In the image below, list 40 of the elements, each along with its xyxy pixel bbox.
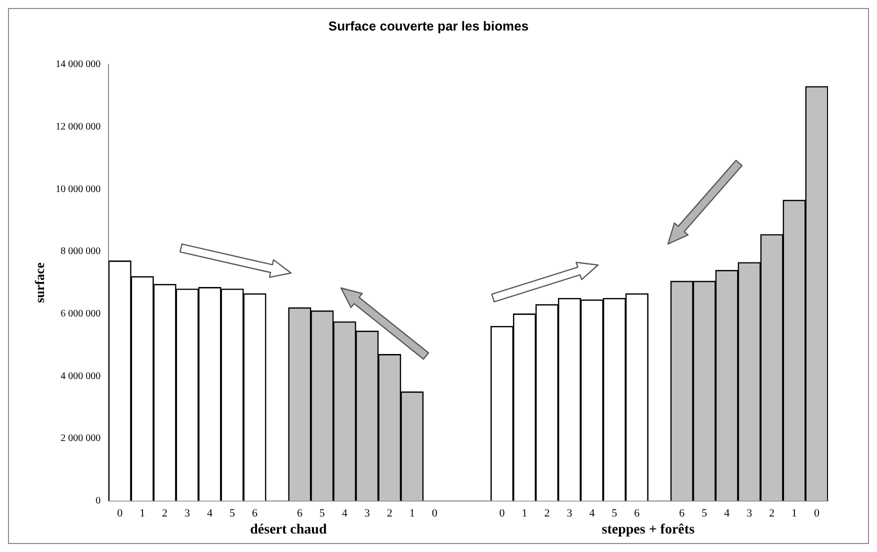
x-tick-label: 1 (522, 507, 528, 520)
y-tick-label: 12 000 000 (56, 122, 101, 133)
y-tick-label: 8 000 000 (60, 246, 101, 258)
x-tick-label: 0 (432, 507, 438, 520)
x-tick-label: 6 (634, 507, 640, 520)
y-tick-label: 6 000 000 (60, 308, 101, 320)
y-tick-label: 4 000 000 (60, 370, 101, 382)
x-tick-label: 4 (724, 507, 730, 520)
x-tick-label: 5 (319, 507, 326, 520)
x-tick-label: 0 (499, 507, 506, 520)
text: steppes + forêts (602, 522, 696, 538)
y-tick-label: 10 000 000 (56, 184, 101, 195)
x-tick-label: 6 (296, 507, 303, 520)
x-tick-label: 2 (162, 507, 168, 520)
text: désert chaud (250, 522, 327, 538)
x-tick-label: 3 (364, 507, 370, 520)
x-tick-label: 1 (792, 507, 798, 520)
y-tick-label: 14 000 000 (56, 59, 101, 70)
x-tick-label: 6 (252, 507, 258, 520)
x-tick-label: 3 (746, 507, 753, 520)
x-tick-label: 4 (589, 507, 596, 520)
x-tick-label: 6 (679, 507, 686, 520)
x-tick-label: 5 (229, 507, 236, 520)
x-tick-label: 3 (184, 507, 191, 520)
x-tick-label: 5 (612, 507, 618, 520)
x-tick-label: 1 (409, 507, 415, 520)
x-tick-label: 2 (386, 507, 392, 520)
x-tick-label: 0 (814, 507, 820, 520)
chart-title: Surface couverte par les biomes (328, 18, 529, 34)
y-axis-title: surface (32, 262, 48, 303)
x-tick-label: 4 (207, 507, 214, 520)
y-tick-label: 2 000 000 (60, 433, 101, 444)
x-tick-label: 2 (769, 507, 775, 520)
x-tick-label: 4 (342, 507, 348, 520)
x-tick-label: 2 (544, 507, 550, 520)
x-tick-label: 0 (117, 507, 124, 520)
x-tick-label: 1 (140, 507, 146, 520)
x-tick-label: 3 (566, 507, 573, 520)
y-tick-label: 0 (96, 495, 101, 506)
x-tick-label: 5 (702, 507, 708, 520)
